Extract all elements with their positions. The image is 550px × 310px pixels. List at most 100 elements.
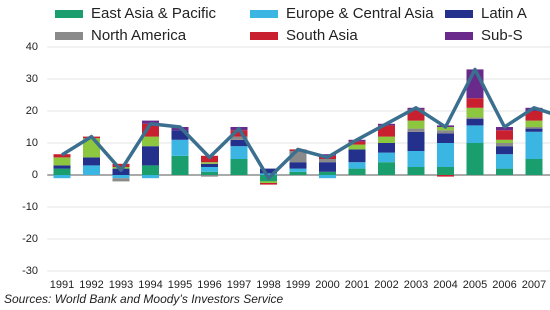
bar-segment (496, 154, 513, 169)
legend-swatch (250, 32, 278, 40)
legend-swatch (250, 10, 278, 18)
x-tick-label: 2006 (492, 279, 516, 291)
x-tick-label: 1995 (168, 279, 192, 291)
bar-segment (319, 171, 336, 175)
bar-segment (230, 130, 248, 137)
legend-label: Latin A (481, 5, 527, 22)
bar-segment (112, 178, 130, 182)
bar-segment (230, 139, 248, 147)
bar-segment (496, 146, 513, 155)
bar-segment (260, 168, 277, 174)
x-tick-label: 1994 (138, 279, 162, 291)
y-tick-label: 30 (26, 73, 38, 85)
bar-segment (171, 130, 189, 140)
bar-segment (289, 171, 307, 175)
bar-segment (53, 154, 71, 158)
bar-segment (230, 136, 248, 140)
x-tick-label: 2000 (315, 279, 339, 291)
bar-segment (112, 175, 130, 179)
x-tick-label: 2002 (374, 279, 398, 291)
legend-swatch (55, 32, 83, 40)
bar-segment (466, 117, 484, 119)
legend-label: Europe & Central Asia (286, 5, 434, 22)
bar-segment (53, 175, 71, 179)
bar-segment (53, 165, 71, 169)
bar-segment (142, 175, 159, 179)
bar-segment (407, 131, 425, 151)
bar-segment (466, 119, 484, 126)
y-tick-label: -10 (22, 201, 38, 213)
bar-segment (407, 167, 425, 175)
bar-segment (348, 162, 366, 169)
bar-segment (201, 162, 218, 164)
bar-segment (260, 181, 277, 183)
bar-segment (289, 162, 307, 169)
bar-segment (319, 154, 336, 156)
bar-segment (53, 168, 71, 175)
bar-segment (496, 168, 513, 175)
bar-segment (319, 175, 336, 179)
legend-label: Sub-S (481, 27, 523, 44)
bar-segment (525, 131, 543, 159)
bar-segment (496, 130, 513, 140)
bar-segment (348, 168, 366, 175)
bar-segment (378, 143, 395, 153)
bar-segment (378, 125, 395, 137)
source-note: Sources: World Bank and Moody’s Investor… (4, 292, 284, 306)
bar-segment (466, 143, 484, 175)
bar-segment (289, 151, 307, 163)
bar-segment (348, 141, 366, 145)
total-line (61, 67, 550, 180)
bar-segment (260, 183, 277, 185)
bar-segment (348, 149, 366, 163)
bar-segment (525, 128, 543, 132)
x-tick-label: 2005 (463, 279, 487, 291)
bar-segment (112, 163, 130, 167)
bar-segment (201, 175, 218, 177)
bar-segment (142, 136, 159, 147)
bar-segment (230, 159, 248, 175)
bar-segment (496, 139, 513, 143)
bar-segment (407, 109, 425, 121)
bar-segment (83, 157, 100, 166)
x-tick-label: 2007 (522, 279, 546, 291)
y-tick-label: 0 (32, 169, 38, 181)
legend-swatch (445, 32, 473, 40)
y-tick-label: 10 (26, 137, 38, 149)
legend-label: South Asia (286, 27, 358, 44)
bar-segment (201, 163, 218, 167)
bar-segment (437, 130, 454, 134)
x-tick-label: 1993 (109, 279, 133, 291)
bar-segment (230, 146, 248, 159)
x-tick-label: 1997 (227, 279, 251, 291)
y-tick-label: -20 (22, 233, 38, 245)
x-tick-label: 1991 (50, 279, 74, 291)
y-tick-label: -30 (22, 265, 38, 277)
y-tick-label: 40 (26, 41, 38, 53)
legend-swatch (445, 10, 473, 18)
bar-segment (525, 111, 543, 121)
bar-segment (289, 168, 307, 172)
y-tick-label: 20 (26, 105, 38, 117)
bar-segment (525, 159, 543, 175)
bar-segment (437, 133, 454, 143)
bar-segment (466, 98, 484, 108)
bar-segment (407, 128, 425, 132)
bar-segment (378, 136, 395, 143)
bar-segment (83, 165, 100, 175)
legend-label: East Asia & Pacific (91, 5, 217, 22)
bar-segment (525, 127, 543, 129)
bar-segment (171, 139, 189, 156)
bar-segment (348, 144, 366, 150)
bar-segment (378, 152, 395, 163)
bar-segment (53, 157, 71, 166)
bar-segment (466, 125, 484, 143)
bar-segment (496, 143, 513, 147)
bar-segment (319, 159, 336, 163)
x-tick-label: 1996 (197, 279, 221, 291)
bar-segment (319, 162, 336, 172)
bar-segment (466, 107, 484, 118)
bar-segment (378, 162, 395, 175)
